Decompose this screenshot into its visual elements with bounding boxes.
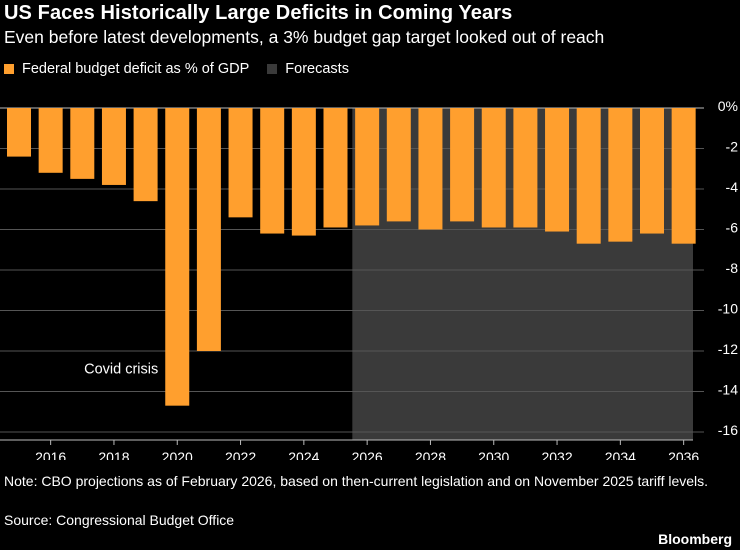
bar-2022 bbox=[228, 108, 253, 218]
x-tick-label: 2022 bbox=[225, 449, 256, 460]
footnote: Note: CBO projections as of February 202… bbox=[4, 473, 709, 489]
legend-item-forecast: Forecasts bbox=[267, 61, 349, 77]
source-line: Source: Congressional Budget Office bbox=[4, 512, 235, 528]
bar-2026 bbox=[355, 108, 380, 226]
bar-2036 bbox=[671, 108, 696, 244]
y-tick-label: -2 bbox=[726, 139, 739, 155]
y-tick-label: -4 bbox=[726, 179, 739, 195]
x-tick-label: 2020 bbox=[162, 449, 193, 460]
legend-swatch-forecast bbox=[267, 64, 278, 74]
bar-2019 bbox=[133, 108, 158, 202]
x-tick-label: 2026 bbox=[352, 449, 383, 460]
y-tick-label: 0% bbox=[718, 98, 738, 114]
chart-subtitle: Even before latest developments, a 3% bu… bbox=[4, 27, 605, 47]
bloomberg-logo: Bloomberg bbox=[658, 531, 732, 547]
bar-2016 bbox=[38, 108, 63, 173]
legend-item-deficit: Federal budget deficit as % of GDP bbox=[4, 61, 249, 77]
x-tick-label: 2032 bbox=[541, 449, 572, 460]
x-tick-label: 2030 bbox=[478, 449, 509, 460]
bar-2024 bbox=[291, 108, 316, 236]
x-tick-label: 2036 bbox=[668, 449, 699, 460]
bar-2015 bbox=[7, 108, 31, 157]
covid-annotation: Covid crisis bbox=[84, 361, 158, 377]
x-tick-label: 2034 bbox=[605, 449, 636, 460]
bar-2028 bbox=[418, 108, 443, 230]
x-tick-label: 2024 bbox=[288, 449, 319, 460]
legend-swatch-deficit bbox=[4, 64, 14, 74]
x-tick-label: 2018 bbox=[98, 449, 129, 460]
y-tick-label: -6 bbox=[726, 220, 739, 236]
y-tick-label: -16 bbox=[718, 422, 738, 438]
y-tick-label: -14 bbox=[718, 382, 738, 398]
bar-chart: 0% -2 -4 -6 -8 -10 -12 -14 -16 2016 2018 2020 2022 20… bbox=[0, 98, 739, 460]
x-tick-label: 2016 bbox=[35, 449, 66, 460]
y-tick-label: -12 bbox=[718, 341, 738, 357]
y-tick-label: -8 bbox=[726, 260, 739, 276]
bar-2030 bbox=[481, 108, 506, 228]
bar-2027 bbox=[386, 108, 411, 222]
legend: Federal budget deficit as % of GDP Forec… bbox=[4, 61, 367, 77]
x-tick-label: 2028 bbox=[415, 449, 446, 460]
bar-2033 bbox=[576, 108, 601, 244]
bar-2031 bbox=[513, 108, 538, 228]
bar-2035 bbox=[640, 108, 664, 234]
bar-2034 bbox=[608, 108, 633, 242]
bar-2020 bbox=[165, 108, 190, 406]
legend-label-deficit: Federal budget deficit as % of GDP bbox=[22, 61, 250, 77]
legend-label-forecast: Forecasts bbox=[285, 61, 349, 77]
chart-title: US Faces Historically Large Deficits in … bbox=[4, 2, 513, 24]
bar-2025 bbox=[323, 108, 348, 228]
bar-2018 bbox=[101, 108, 126, 185]
bar-2023 bbox=[260, 108, 285, 234]
y-tick-label: -10 bbox=[718, 301, 738, 317]
bar-2032 bbox=[545, 108, 570, 232]
bar-2029 bbox=[450, 108, 475, 222]
bar-2021 bbox=[196, 108, 221, 351]
bar-2017 bbox=[70, 108, 95, 179]
